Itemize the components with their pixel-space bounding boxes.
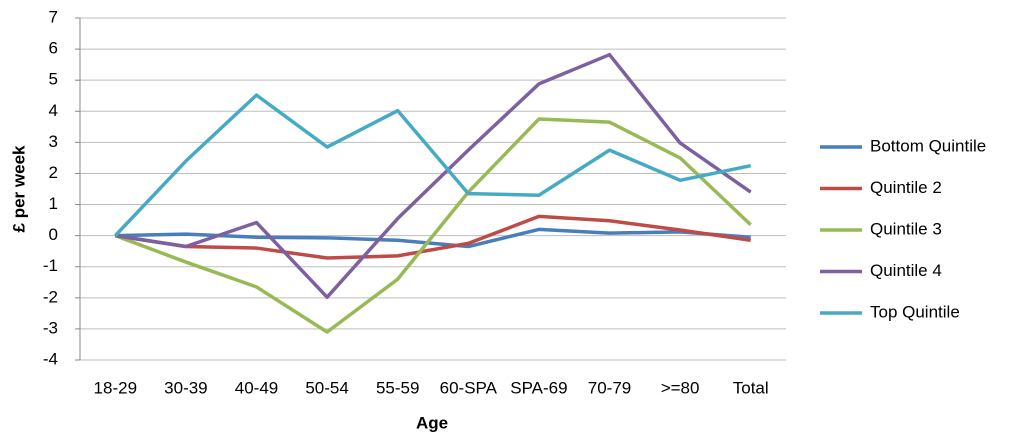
x-tick-label: 60-SPA — [440, 378, 498, 397]
x-tick-label: SPA-69 — [510, 378, 567, 397]
x-tick-label: 30-39 — [164, 378, 207, 397]
legend-label: Bottom Quintile — [870, 136, 986, 155]
y-tick-label: 6 — [49, 39, 58, 58]
y-tick-label: -2 — [43, 287, 58, 306]
series-line — [114, 93, 752, 237]
x-tick-label: Total — [733, 378, 769, 397]
y-tick-label: 2 — [49, 163, 58, 182]
y-tick-label: 4 — [49, 101, 58, 120]
y-tick-label: -4 — [43, 349, 58, 368]
legend-label: Top Quintile — [870, 302, 960, 321]
series-line — [115, 214, 751, 260]
legend-label: Quintile 2 — [870, 178, 942, 197]
x-tick-label: 55-59 — [376, 378, 419, 397]
x-tick-label: >=80 — [661, 378, 700, 397]
x-axis-title: Age — [416, 413, 448, 432]
legend-label: Quintile 4 — [870, 261, 942, 280]
x-tick-label: 70-79 — [588, 378, 631, 397]
legend-label: Quintile 3 — [870, 219, 942, 238]
x-tick-label: 50-54 — [305, 378, 348, 397]
series-line — [114, 117, 752, 334]
y-tick-label: 1 — [49, 194, 58, 213]
y-tick-label: -1 — [43, 256, 58, 275]
y-tick-label: 3 — [49, 132, 58, 151]
x-tick-label: 18-29 — [94, 378, 137, 397]
y-tick-label: 7 — [49, 7, 58, 26]
series-line — [115, 52, 752, 299]
x-tick-label: 40-49 — [235, 378, 278, 397]
y-tick-label: 5 — [49, 70, 58, 89]
y-tick-label: 0 — [49, 225, 58, 244]
y-tick-label: -3 — [43, 318, 58, 337]
y-axis-title: £ per week — [9, 145, 28, 232]
